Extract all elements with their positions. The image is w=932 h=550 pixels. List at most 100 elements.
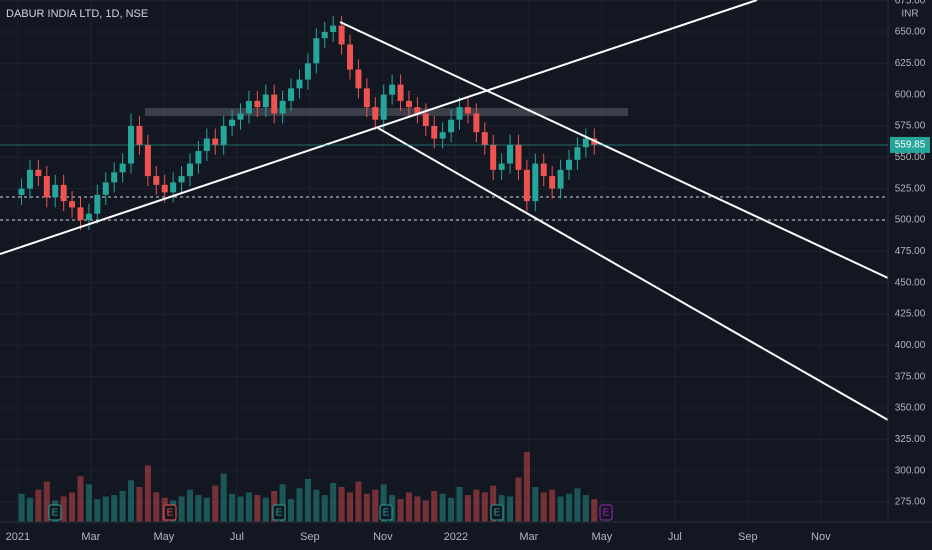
volume-bar: [212, 485, 219, 522]
candle-body: [296, 79, 303, 89]
y-tick-label: 350.00: [895, 403, 926, 414]
volume-bar: [591, 499, 598, 522]
y-tick-label: 450.00: [895, 277, 926, 288]
y-tick-label: 500.00: [895, 215, 926, 226]
candle-body: [355, 69, 362, 89]
event-marker: [379, 504, 393, 521]
volume-bar: [69, 492, 76, 522]
event-marker: [272, 504, 286, 521]
volume-bar: [153, 492, 160, 522]
x-tick-label: May: [591, 531, 612, 543]
y-tick-label: 675.00: [895, 0, 926, 6]
volume-bar: [254, 495, 261, 522]
candle-body: [566, 159, 573, 170]
volume-bar: [582, 495, 589, 522]
trend-line: [377, 127, 889, 421]
volume-bar: [60, 496, 67, 522]
y-tick-label: 625.00: [895, 58, 926, 69]
candle-body: [237, 113, 244, 120]
x-tick-label: 2022: [444, 531, 468, 543]
candle-body: [220, 125, 227, 145]
candle-body: [279, 100, 286, 114]
volume-bar: [397, 499, 404, 522]
volume-bar: [523, 452, 530, 522]
candle-body: [490, 144, 497, 170]
event-marker: [599, 504, 613, 521]
candle-body: [557, 169, 564, 189]
y-tick-label: 275.00: [895, 497, 926, 508]
volume-bar: [422, 500, 429, 522]
volume-bar: [372, 489, 379, 522]
volume-bar: [464, 495, 471, 522]
candle-body: [161, 184, 168, 193]
candle-body: [304, 63, 311, 80]
candle-body: [35, 169, 42, 177]
candle-body: [229, 119, 236, 126]
candle-body: [212, 138, 219, 145]
candle-body: [380, 94, 387, 120]
event-marker: [490, 504, 504, 521]
candle-body: [422, 113, 429, 126]
candle-body: [18, 188, 25, 195]
volume-bar: [549, 489, 556, 522]
y-tick-label: 375.00: [895, 371, 926, 382]
x-tick-label: Sep: [738, 531, 758, 543]
candle-body: [52, 184, 59, 198]
last-price-tag: [890, 136, 930, 153]
y-tick-label: 525.00: [895, 183, 926, 194]
y-tick-label: 600.00: [895, 89, 926, 100]
event-label: E: [52, 508, 59, 519]
volume-bar: [473, 489, 480, 522]
y-tick-label: 475.00: [895, 246, 926, 257]
volume-bar: [178, 496, 185, 522]
volume-bar: [26, 497, 33, 522]
volume-bar: [195, 495, 202, 522]
volume-bar: [35, 489, 42, 522]
volume-bar: [456, 487, 463, 522]
x-tick-label: 2021: [6, 531, 30, 543]
volume-bar: [363, 493, 370, 522]
volume-bar: [540, 492, 547, 522]
last-price-label: 559.85: [895, 140, 926, 151]
candle-body: [464, 107, 471, 114]
x-tick-label: Mar: [81, 531, 100, 543]
volume-bar: [414, 496, 421, 522]
candle-body: [102, 182, 109, 195]
candle-body: [144, 144, 151, 177]
volume-bar: [304, 478, 311, 522]
candle-body: [347, 44, 354, 70]
volume-bar: [481, 492, 488, 522]
volume-bar: [288, 499, 295, 522]
candle-body: [195, 151, 202, 164]
event-label: E: [276, 508, 283, 519]
candle-body: [136, 125, 143, 145]
volume-bar: [296, 488, 303, 522]
x-tick-label: Nov: [373, 531, 393, 543]
volume-bar: [507, 496, 514, 522]
candle-body: [111, 172, 118, 183]
volume-bar: [94, 499, 101, 522]
y-tick-label: 550.00: [895, 152, 926, 163]
volume-bar: [515, 477, 522, 522]
trend-line: [0, 0, 758, 255]
candle-body: [431, 125, 438, 139]
trend-line: [339, 21, 889, 279]
volume-bar: [237, 496, 244, 522]
volume-bar: [245, 492, 252, 522]
candle-body: [523, 169, 530, 202]
chart-title: DABUR INDIA LTD, 1D, NSE: [6, 8, 148, 20]
candle-body: [582, 138, 589, 148]
candle-body: [178, 176, 185, 183]
candle-body: [532, 163, 539, 202]
candle-body: [153, 176, 160, 185]
candle-body: [77, 207, 84, 220]
volume-bar: [136, 487, 143, 522]
event-marker: [48, 504, 62, 521]
volume-bar: [347, 492, 354, 522]
volume-bar: [338, 487, 345, 522]
volume-bar: [128, 480, 135, 522]
volume-bar: [144, 465, 151, 522]
